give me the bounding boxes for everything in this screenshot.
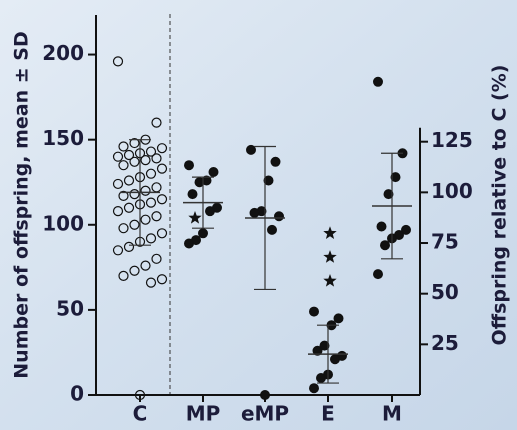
y2-tick-label: 100: [431, 179, 473, 203]
data-point: [380, 240, 390, 251]
data-point: [112, 245, 124, 256]
data-point: [267, 224, 277, 235]
data-point: [140, 214, 151, 225]
data-point: [156, 228, 168, 239]
data-point: [145, 233, 157, 244]
data-point: [112, 206, 124, 217]
data-point: [112, 56, 124, 67]
x-tick-label: MP: [186, 402, 221, 426]
data-point: [151, 211, 162, 222]
y2-tick-label: 125: [431, 128, 473, 152]
star-point: [188, 211, 202, 224]
x-tick-label: E: [321, 402, 335, 426]
data-point: [123, 241, 135, 253]
y2-tick-label: 25: [431, 331, 459, 355]
y2-tick-label: 75: [431, 230, 459, 254]
data-point: [316, 372, 326, 383]
data-point: [249, 207, 260, 218]
data-point: [129, 137, 140, 149]
data-point: [145, 277, 157, 288]
data-point: [145, 146, 157, 157]
data-point: [118, 190, 129, 201]
y-tick-label: 150: [42, 126, 84, 150]
data-point: [330, 354, 340, 365]
data-point: [376, 221, 387, 232]
y-tick-label: 100: [42, 211, 84, 235]
y-tick-label: 200: [42, 41, 84, 65]
y-tick-label: 50: [56, 296, 84, 320]
y-axis-title: Number of offspring, mean ± SD: [11, 31, 33, 378]
data-point: [129, 219, 140, 230]
y2-tick-label: 50: [431, 280, 459, 304]
data-point: [140, 185, 151, 196]
data-point: [156, 194, 168, 205]
star-point: [323, 274, 337, 287]
data-point: [309, 306, 319, 317]
data-point: [333, 313, 344, 324]
data-point: [123, 149, 135, 161]
data-point: [118, 160, 129, 171]
data-point: [401, 224, 411, 235]
data-point: [383, 189, 394, 200]
data-point: [274, 211, 284, 222]
data-point: [156, 163, 168, 174]
sd-whisker: [192, 176, 214, 229]
star-point: [323, 250, 337, 263]
sd-whisker: [129, 139, 151, 246]
data-point: [194, 177, 205, 188]
data-point: [184, 160, 194, 171]
data-point: [270, 156, 281, 167]
data-point: [129, 265, 140, 276]
data-point: [129, 189, 140, 200]
sd-whisker: [254, 145, 276, 291]
sd-whisker: [381, 152, 403, 260]
data-point: [134, 389, 146, 401]
star-point: [323, 226, 337, 239]
data-point: [140, 260, 151, 271]
data-point: [205, 206, 215, 217]
data-point: [208, 167, 219, 178]
data-point: [112, 178, 124, 190]
data-point: [123, 175, 135, 186]
data-point: [112, 151, 124, 162]
data-point: [312, 345, 323, 356]
data-point: [129, 156, 140, 167]
data-point: [246, 144, 256, 155]
data-point: [260, 390, 270, 400]
data-point: [145, 197, 157, 208]
data-point: [373, 269, 383, 280]
data-point: [118, 223, 129, 234]
data-point: [145, 168, 157, 179]
data-point: [151, 253, 162, 264]
data-point: [187, 189, 198, 200]
data-point: [140, 154, 151, 166]
x-tick-label: M: [382, 402, 402, 426]
data-point: [151, 153, 162, 164]
data-point: [184, 238, 194, 249]
data-point: [263, 175, 274, 186]
data-point: [118, 141, 129, 152]
data-point: [156, 143, 168, 154]
y2-axis-title: Offspring relative to C (%): [489, 65, 511, 346]
sd-whisker: [317, 324, 339, 384]
x-tick-label: eMP: [241, 402, 289, 426]
data-point: [123, 202, 135, 213]
data-point: [118, 270, 129, 281]
data-point: [373, 76, 383, 87]
data-point: [198, 228, 208, 239]
data-point: [151, 117, 162, 128]
data-point: [309, 383, 319, 394]
data-point: [319, 340, 330, 351]
y-tick-label: 0: [70, 382, 84, 406]
x-tick-label: C: [133, 402, 148, 426]
data-point: [390, 172, 401, 183]
data-point: [156, 274, 168, 285]
